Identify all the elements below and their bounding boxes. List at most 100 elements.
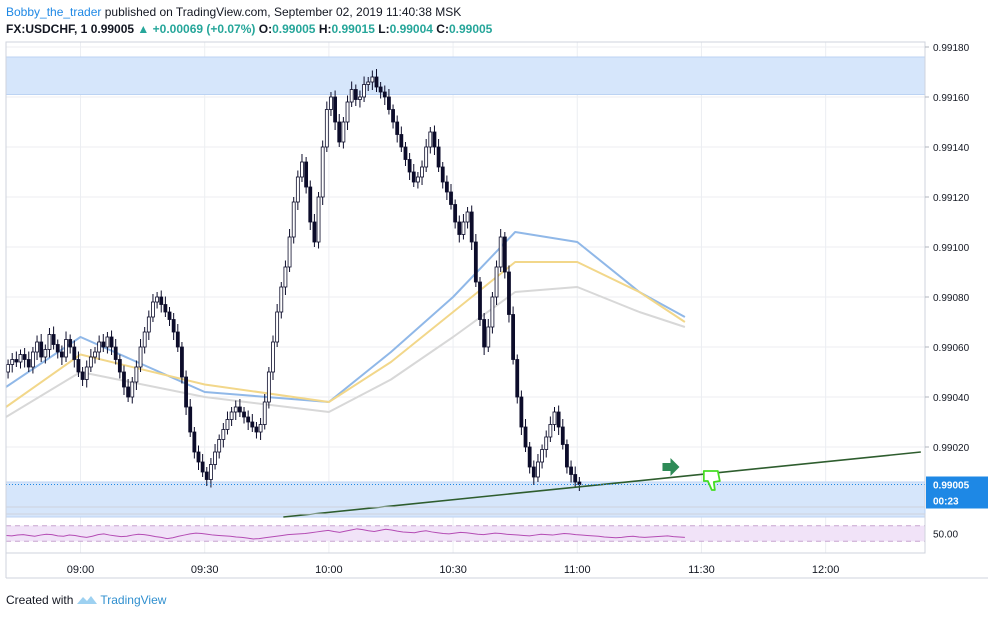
x-tick-label: 11:30 xyxy=(688,564,715,576)
ma-slow-line xyxy=(5,286,686,418)
close-label: C: xyxy=(436,22,449,36)
x-tick-label: 09:30 xyxy=(191,564,219,576)
candle-body xyxy=(478,281,482,320)
candle-body xyxy=(237,406,242,413)
high-label: H: xyxy=(318,22,332,36)
ohlc-line: FX:USDCHF, 1 0.99005 ▲ +0.00069 (+0.07%)… xyxy=(6,21,492,38)
candle-body xyxy=(167,311,172,320)
candle-body xyxy=(295,176,300,203)
candle-body xyxy=(420,166,424,178)
candle-body xyxy=(300,161,304,178)
candle-body xyxy=(35,341,39,353)
low-label: L: xyxy=(378,22,390,36)
symbol-label[interactable]: FX:USDCHF, 1 xyxy=(6,22,88,36)
candle-body xyxy=(80,371,85,380)
candle-body xyxy=(308,186,313,223)
candle-body xyxy=(440,166,445,183)
candle-body xyxy=(544,436,549,450)
tradingview-logo[interactable]: TradingView xyxy=(76,593,166,607)
candle-body xyxy=(486,326,491,348)
ma-fast-line xyxy=(5,231,686,403)
candle-body xyxy=(519,396,524,428)
candle-body xyxy=(138,346,143,368)
candle-body xyxy=(407,159,412,173)
chart-header: Bobby_the_trader published on TradingVie… xyxy=(6,4,492,38)
y-tick-label: 0.99020 xyxy=(933,443,970,454)
candle-body xyxy=(142,331,147,348)
candle-body xyxy=(569,466,573,475)
candle-body xyxy=(180,346,184,378)
candle-body xyxy=(374,76,379,88)
candle-body xyxy=(109,336,114,348)
candle-body xyxy=(151,301,155,318)
axes: 0.99180 0.99160 0.99140 0.99120 0.99100 0.990… xyxy=(5,41,988,579)
x-tick-label: 12:00 xyxy=(812,564,840,576)
low-value: 0.99004 xyxy=(389,22,433,36)
candle-body xyxy=(453,204,458,223)
candle-body xyxy=(242,411,246,418)
candle-body xyxy=(565,444,569,468)
candle-body xyxy=(105,336,110,348)
tradingview-brand: TradingView xyxy=(100,593,167,607)
candle-body xyxy=(97,341,102,353)
candle-body xyxy=(43,349,48,358)
candle-body xyxy=(64,339,68,358)
y-tick-label: 0.99180 xyxy=(933,43,970,54)
candle-body xyxy=(469,211,474,243)
candle-body xyxy=(204,471,209,480)
resistance-zone xyxy=(5,56,926,95)
publish-line: Bobby_the_trader published on TradingVie… xyxy=(6,4,492,21)
candle-body xyxy=(271,341,275,373)
created-with-label: Created with xyxy=(6,593,74,607)
candle-body xyxy=(275,311,280,343)
candle-body xyxy=(552,411,557,425)
candle-body xyxy=(341,121,346,143)
candle-body xyxy=(10,359,15,365)
candle-body xyxy=(540,449,544,463)
candle-body xyxy=(494,266,499,298)
candle-body xyxy=(531,466,536,478)
y-tick-label: 0.99080 xyxy=(933,293,970,304)
candles[interactable] xyxy=(6,69,582,491)
candle-body xyxy=(126,386,131,398)
y-tick-label: 0.99060 xyxy=(933,343,970,354)
candle-body xyxy=(175,331,180,348)
candle-body xyxy=(399,134,404,148)
candle-body xyxy=(196,451,201,463)
y-tick-label: 0.99140 xyxy=(933,143,970,154)
candle-body xyxy=(498,236,503,268)
rsi-level-label: 50.00 xyxy=(933,530,958,541)
candle-body xyxy=(316,196,321,243)
last-price-badge-label: 0.99005 xyxy=(933,481,970,492)
candle-body xyxy=(88,356,93,368)
grid-lines xyxy=(6,42,925,553)
price-pane-frame xyxy=(5,41,926,508)
candle-body xyxy=(192,431,197,453)
candle-body xyxy=(457,221,462,235)
candle-body xyxy=(51,334,56,345)
moving-averages xyxy=(5,231,686,418)
footer: Created with TradingView xyxy=(6,593,166,607)
right-arrow-icon xyxy=(662,458,680,476)
open-label: O: xyxy=(258,22,273,36)
candle-body xyxy=(266,371,271,403)
author-link[interactable]: Bobby_the_trader xyxy=(6,5,102,19)
candle-body xyxy=(233,406,238,413)
candle-body xyxy=(391,109,395,123)
candle-body xyxy=(47,334,52,350)
y-tick-label: 0.99040 xyxy=(933,393,970,404)
close-value: 0.99005 xyxy=(448,22,493,36)
candle-body xyxy=(184,376,188,408)
tradingview-cloud-icon xyxy=(77,596,98,604)
candle-body xyxy=(22,354,27,360)
candle-body xyxy=(39,341,44,358)
candle-body xyxy=(101,341,106,348)
x-tick-label: 09:00 xyxy=(67,564,95,576)
candle-body xyxy=(6,364,10,373)
candle-body xyxy=(560,426,565,445)
candle-body xyxy=(59,351,64,358)
candle-body xyxy=(523,426,528,448)
change-value: +0.00069 (+0.07%) xyxy=(152,22,256,36)
candle-body xyxy=(68,339,73,348)
